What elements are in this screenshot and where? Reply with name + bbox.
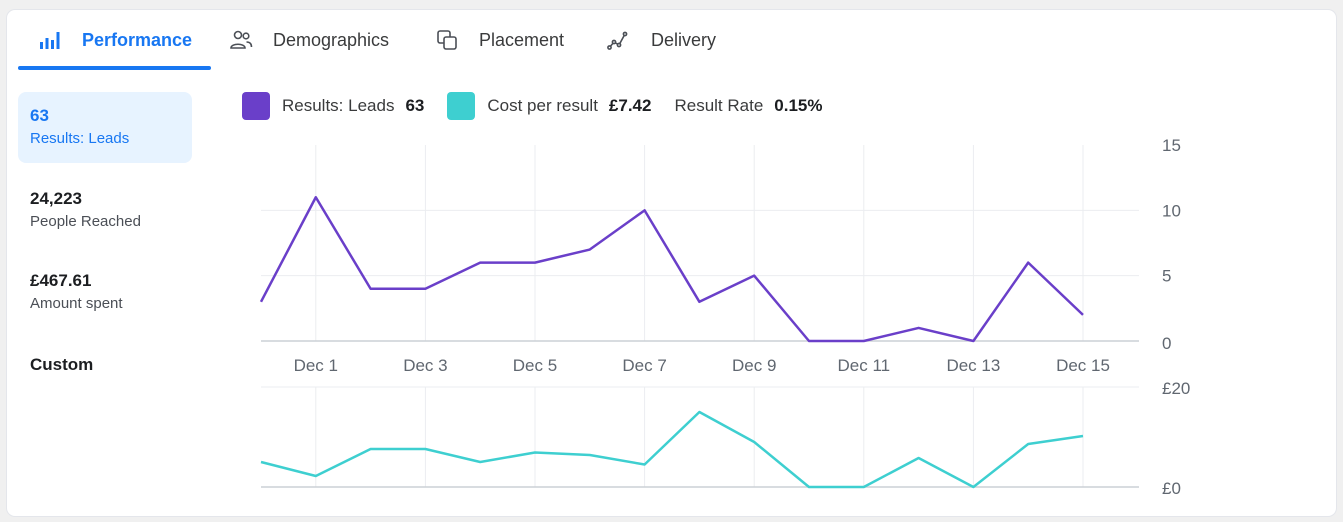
series-line [260,410,1084,489]
chart-legend: Results: Leads 63 Cost per result £7.42 … [242,91,846,121]
tab-demographics[interactable]: Demographics [229,10,389,70]
metric-reach-value: 24,223 [30,189,82,208]
x-tick-label: Dec 9 [732,356,776,375]
y-tick-label: 5 [1162,267,1171,286]
metric-results[interactable]: 63 Results: Leads [18,92,192,163]
x-tick-label: Dec 5 [513,356,557,375]
performance-card: Performance Demographics Placement [7,10,1336,516]
y-tick-label: 0 [1162,334,1171,353]
legend-results-swatch [242,92,270,120]
series-line [259,196,1084,343]
x-tick-label: Dec 3 [403,356,447,375]
people-icon [230,30,253,49]
metric-spent[interactable]: £467.61 Amount spent [18,257,192,326]
metric-reach[interactable]: 24,223 People Reached [18,175,192,244]
x-tick-label: Dec 11 [837,356,890,375]
legend-cost-swatch [447,92,476,120]
legend-rate-label: Result Rate [674,96,764,115]
tab-demographics-label: Demographics [273,29,390,50]
placement-icon [437,30,457,50]
legend-results[interactable]: Results: Leads 63 [242,92,424,120]
y-tick-label: 15 [1162,136,1181,155]
y-tick-label: 10 [1162,201,1181,220]
metric-results-label: Results: Leads [30,130,130,147]
legend-rate-value: 0.15% [774,96,823,115]
legend-results-value: 63 [405,96,425,115]
metric-custom-label: Custom [30,355,94,374]
metric-spent-value: £467.61 [30,271,92,290]
delivery-icon [607,31,628,50]
tab-performance[interactable]: Performance [38,10,192,70]
legend-results-label: Results: Leads [282,96,395,115]
legend-cost-label: Cost per result [487,96,598,115]
x-tick-label: Dec 7 [622,356,666,375]
bar-chart-icon [40,32,60,49]
metric-custom[interactable]: Custom [18,341,192,389]
tab-bar: Performance Demographics Placement [7,10,1336,70]
metric-reach-label: People Reached [30,213,141,230]
tab-performance-label: Performance [82,29,193,50]
active-tab-indicator [18,66,211,70]
legend-cost[interactable]: Cost per result £7.42 [447,92,651,120]
tab-placement-label: Placement [479,29,565,50]
x-tick-label: Dec 15 [1056,356,1110,375]
metric-results-value: 63 [30,106,49,125]
metric-spent-label: Amount spent [30,295,123,312]
legend-cost-value: £7.42 [608,96,652,115]
y-tick-label: £20 [1162,379,1190,398]
tab-delivery-label: Delivery [651,29,717,50]
tab-delivery[interactable]: Delivery [607,10,716,70]
x-tick-label: Dec 1 [294,356,338,375]
legend-rate: Result Rate 0.15% [674,96,822,116]
performance-charts: 0 5 10 15 Dec 1 Dec 3 Dec 5 Dec 7 Dec 9 Dec 11 Dec… [259,136,1190,498]
y-tick-label: £0 [1162,479,1181,498]
tab-placement[interactable]: Placement [435,10,564,70]
x-tick-label: Dec 13 [946,356,1000,375]
